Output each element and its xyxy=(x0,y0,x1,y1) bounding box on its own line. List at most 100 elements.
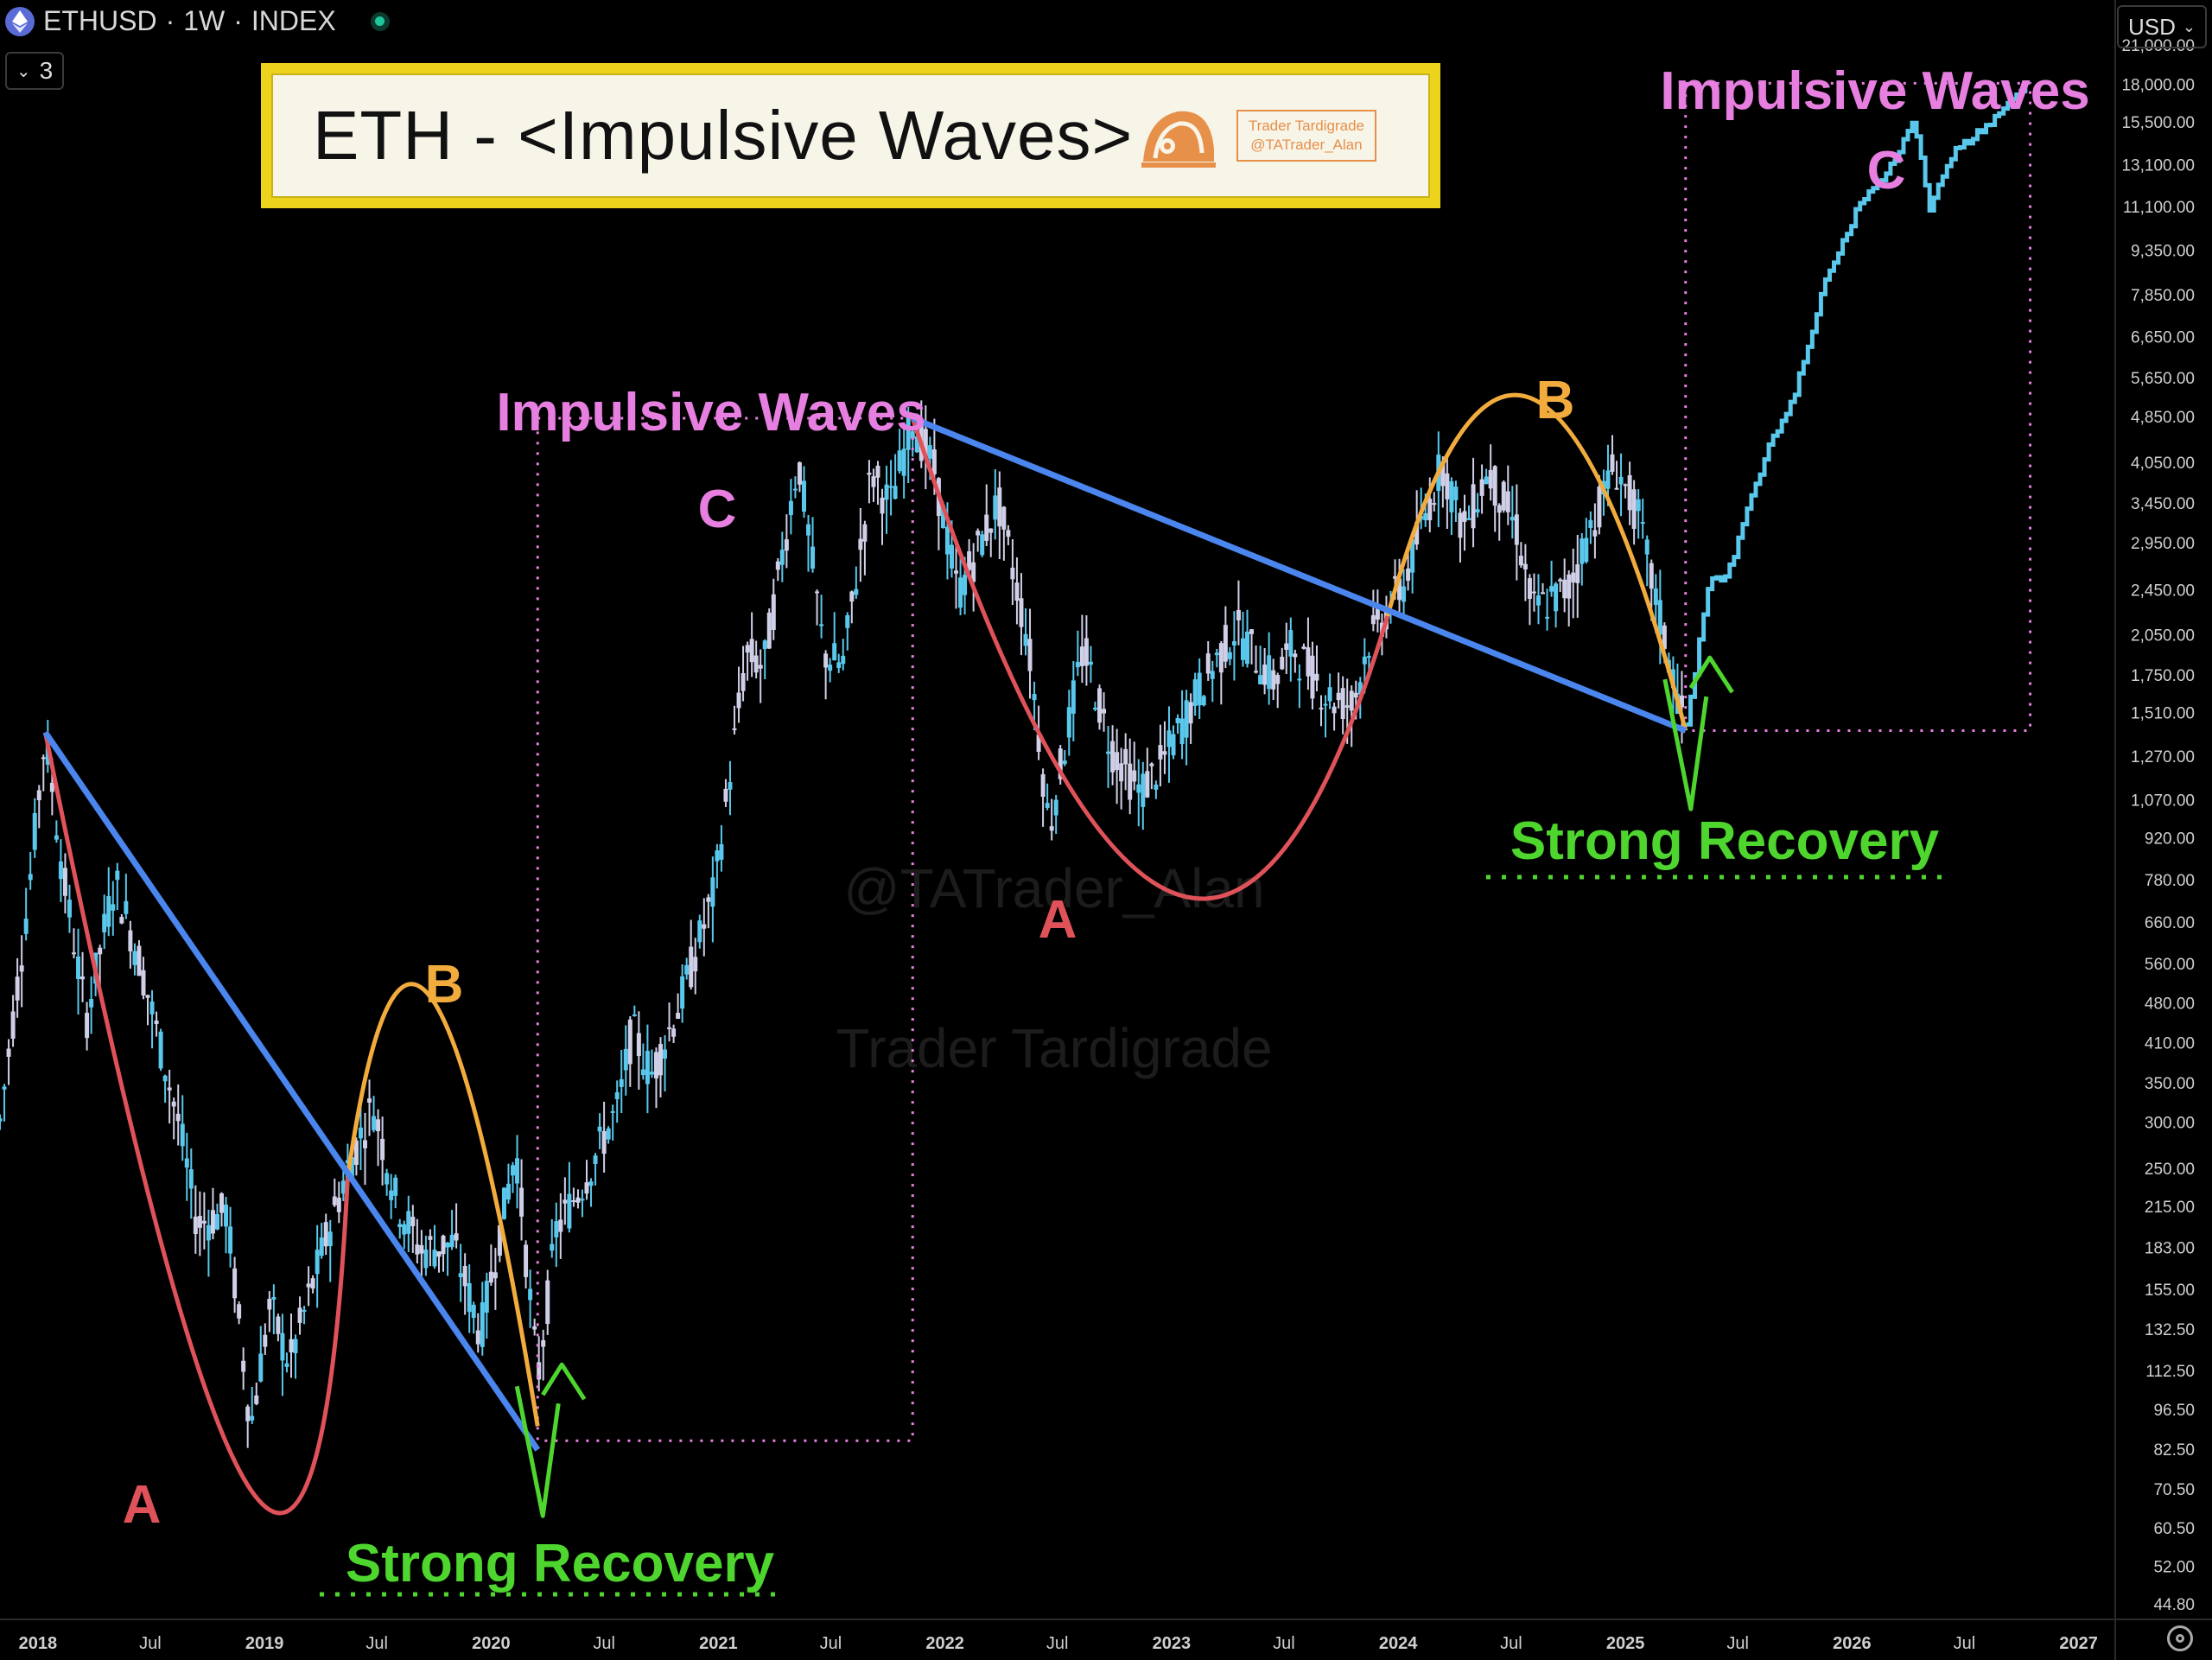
x-tick-label: 2024 xyxy=(1379,1634,1418,1653)
candle-body xyxy=(445,1242,450,1248)
candle-body xyxy=(111,904,116,911)
candle-body xyxy=(1427,498,1433,521)
candle-body xyxy=(89,998,94,1008)
symbol-name: ETHUSD xyxy=(43,5,157,36)
candle-body xyxy=(62,868,67,896)
candle-body xyxy=(1254,671,1259,673)
candle-body xyxy=(771,594,776,631)
candle-body xyxy=(332,1196,337,1205)
candle-body xyxy=(410,1217,416,1227)
candle-body xyxy=(280,1332,285,1361)
candle-body xyxy=(1267,655,1272,690)
candle-body xyxy=(554,1221,559,1237)
candle-body xyxy=(162,1075,168,1082)
candle-body xyxy=(758,665,763,669)
candle-body xyxy=(1071,680,1076,714)
candle-body xyxy=(1132,770,1137,782)
candle-body xyxy=(276,1316,281,1334)
candle-body xyxy=(1575,564,1580,583)
candle-body xyxy=(1440,461,1446,487)
candle-body xyxy=(28,874,33,881)
wave-a-arc xyxy=(43,732,350,1516)
candle-body xyxy=(1353,692,1358,698)
candle-body xyxy=(571,1200,576,1203)
y-tick-label: 350.00 xyxy=(2145,1075,2195,1093)
y-tick-label: 920.00 xyxy=(2145,830,2195,849)
candle-body xyxy=(1366,656,1371,658)
candle-body xyxy=(349,1157,354,1181)
candle-body xyxy=(85,1012,90,1039)
y-tick-label: 5,650.00 xyxy=(2131,370,2195,388)
candle-body xyxy=(1010,567,1015,580)
y-tick-label: 780.00 xyxy=(2145,872,2195,890)
candle-body xyxy=(184,1158,189,1168)
candle-body xyxy=(1471,484,1476,529)
candle-body xyxy=(201,1220,207,1224)
candle-body xyxy=(1166,730,1172,747)
candle-body xyxy=(1288,630,1294,657)
candle-body xyxy=(862,524,868,542)
candle-body xyxy=(180,1123,185,1147)
settings-gear-icon[interactable] xyxy=(2167,1625,2193,1651)
candle-body xyxy=(1653,588,1658,606)
candle-body xyxy=(1097,688,1103,723)
wave-label-c-2: C xyxy=(1867,141,1906,200)
candle-body xyxy=(841,655,846,665)
candle-body xyxy=(1623,484,1628,487)
wave-label-a-2: A xyxy=(1039,890,1077,950)
candle-body xyxy=(1192,679,1198,706)
candle-body xyxy=(532,1326,537,1330)
x-axis[interactable]: 2018 Jul 2019 Jul 2020 Jul 2021 Jul 2022 Jul 2023 J… xyxy=(19,1634,2098,1653)
candle-body xyxy=(1340,688,1345,719)
candle-body xyxy=(1062,760,1067,765)
candle-body xyxy=(124,900,129,914)
candle-body xyxy=(1453,487,1459,500)
candle-body xyxy=(1171,734,1176,756)
x-tick-label: Jul xyxy=(365,1634,388,1653)
candle-body xyxy=(1458,512,1463,538)
candle-body xyxy=(423,1250,429,1269)
candle-body xyxy=(1145,771,1150,798)
candle-body xyxy=(15,976,20,1001)
candle-body xyxy=(480,1302,485,1347)
candle-body xyxy=(836,662,842,668)
candle-body xyxy=(537,1362,542,1380)
candle-body xyxy=(36,790,41,801)
candle-body xyxy=(171,1101,176,1107)
candle-body xyxy=(1475,509,1480,512)
candle-body xyxy=(1314,673,1319,681)
candle-body xyxy=(1053,799,1058,816)
candle-body xyxy=(797,462,802,485)
y-tick-label: 660.00 xyxy=(2145,914,2195,932)
currency-select[interactable]: USD ⌄ xyxy=(2117,5,2207,48)
watermark-handle: @TATrader_Alan xyxy=(843,857,1264,919)
candle-body xyxy=(497,1224,502,1256)
candle-body xyxy=(402,1224,407,1235)
candle-body xyxy=(237,1304,242,1319)
symbol-header[interactable]: ETHUSD · 1W · INDEX xyxy=(5,5,390,37)
candle-body xyxy=(475,1330,480,1345)
candle-body xyxy=(1088,661,1093,665)
y-axis[interactable]: 21,000.00 18,000.00 15,500.00 13,100.00 11,1… xyxy=(2121,37,2195,1614)
candle-body xyxy=(1227,652,1232,659)
x-tick-label: 2018 xyxy=(19,1634,58,1653)
candle-body xyxy=(1271,670,1276,690)
candle-body xyxy=(640,1069,645,1076)
candle-body xyxy=(1562,579,1567,599)
candle-body xyxy=(653,1052,658,1078)
candle-body xyxy=(719,843,724,860)
y-tick-label: 132.50 xyxy=(2145,1321,2195,1339)
candle-body xyxy=(376,1119,381,1132)
candle-body xyxy=(1479,479,1484,496)
indicators-toggle-button[interactable]: ⌄ 3 xyxy=(5,52,64,90)
y-tick-label: 480.00 xyxy=(2145,995,2195,1013)
y-tick-label: 410.00 xyxy=(2145,1035,2195,1053)
trend-line xyxy=(42,730,541,1452)
candle-body xyxy=(327,1231,333,1247)
candle-body xyxy=(1657,600,1662,635)
candle-body xyxy=(219,1193,225,1213)
candle-body xyxy=(98,947,103,955)
x-tick-label: Jul xyxy=(820,1634,842,1653)
candle-body xyxy=(801,480,806,512)
